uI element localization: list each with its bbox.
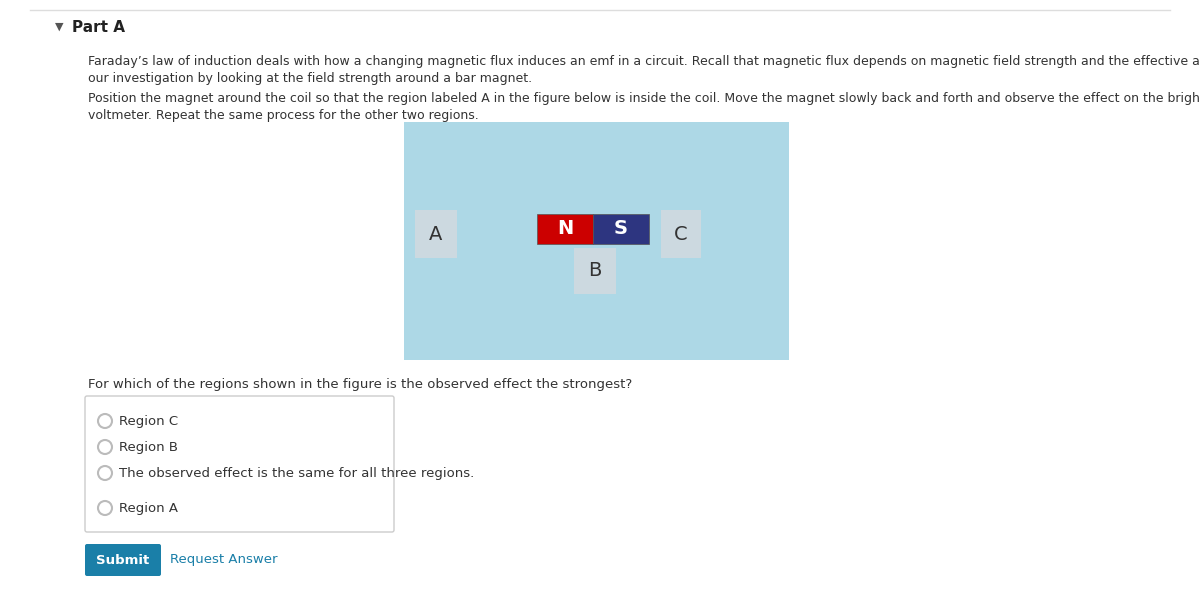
Text: C: C: [674, 224, 688, 243]
Text: For which of the regions shown in the figure is the observed effect the stronges: For which of the regions shown in the fi…: [88, 378, 632, 391]
FancyBboxPatch shape: [661, 210, 701, 258]
Text: A: A: [430, 224, 443, 243]
Text: voltmeter. Repeat the same process for the other two regions.: voltmeter. Repeat the same process for t…: [88, 109, 479, 122]
Text: Submit: Submit: [96, 554, 150, 566]
FancyBboxPatch shape: [85, 396, 394, 532]
FancyBboxPatch shape: [574, 248, 616, 294]
Text: Position the magnet around the coil so that the region labeled A in the figure b: Position the magnet around the coil so t…: [88, 92, 1200, 105]
Text: Part A: Part A: [72, 20, 125, 35]
FancyBboxPatch shape: [538, 214, 593, 244]
FancyBboxPatch shape: [415, 210, 457, 258]
Text: N: N: [557, 220, 574, 238]
Text: B: B: [588, 261, 601, 281]
FancyBboxPatch shape: [404, 122, 790, 360]
Text: S: S: [614, 220, 628, 238]
Text: our investigation by looking at the field strength around a bar magnet.: our investigation by looking at the fiel…: [88, 72, 532, 85]
Text: Faraday’s law of induction deals with how a changing magnetic flux induces an em: Faraday’s law of induction deals with ho…: [88, 55, 1200, 68]
Text: Region C: Region C: [119, 415, 178, 428]
Text: ▼: ▼: [55, 22, 64, 32]
Text: Region A: Region A: [119, 502, 178, 515]
Text: Request Answer: Request Answer: [170, 554, 277, 566]
Text: Region B: Region B: [119, 441, 178, 454]
FancyBboxPatch shape: [593, 214, 649, 244]
Text: The observed effect is the same for all three regions.: The observed effect is the same for all …: [119, 467, 474, 480]
FancyBboxPatch shape: [85, 544, 161, 576]
